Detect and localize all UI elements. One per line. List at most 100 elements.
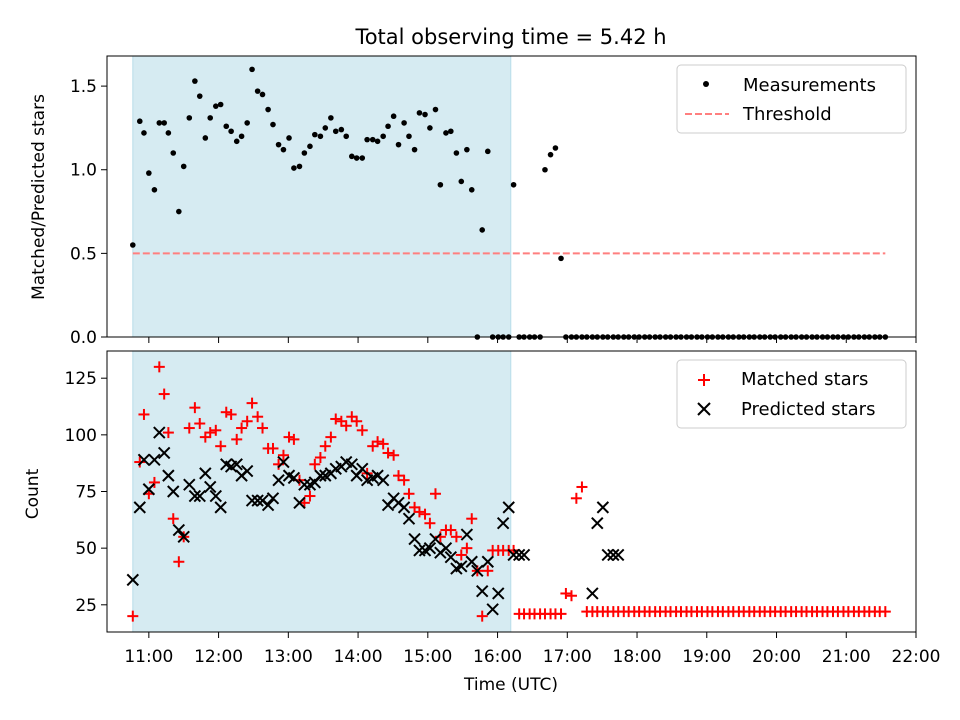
measurements-point xyxy=(275,141,282,148)
matched-stars-point xyxy=(277,449,289,461)
predicted-stars-point xyxy=(314,469,327,482)
predicted-stars-point xyxy=(345,458,358,471)
predicted-stars-point xyxy=(429,532,442,546)
measurements-point xyxy=(238,133,245,140)
matched-stars-point xyxy=(419,508,431,520)
x-tick-label: 18:00 xyxy=(613,647,662,667)
matched-stars-point xyxy=(304,490,316,502)
legend-matched-label: Matched stars xyxy=(741,369,868,390)
measurements-point xyxy=(270,121,276,128)
measurements-point xyxy=(130,242,136,248)
predicted-stars-point xyxy=(586,587,599,600)
matched-stars-point xyxy=(466,513,478,525)
predicted-stars-point xyxy=(460,528,474,541)
matched-stars-point xyxy=(127,610,139,622)
top-plot-frame xyxy=(106,55,917,338)
predicted-stars-point xyxy=(167,485,180,498)
predicted-stars-point xyxy=(287,471,301,485)
predicted-stars-point xyxy=(492,587,505,600)
measurements-point xyxy=(280,146,287,153)
measurements-point xyxy=(202,135,209,141)
predicted-stars-point xyxy=(397,501,411,514)
matched-stars-point xyxy=(246,397,258,409)
predicted-stars-point xyxy=(177,530,190,544)
measurements-point xyxy=(406,133,412,140)
matched-stars-point xyxy=(283,431,295,443)
predicted-stars-point xyxy=(444,551,458,564)
predicted-stars-point xyxy=(496,517,510,530)
measurements-point xyxy=(207,115,214,121)
matched-stars-point xyxy=(413,506,425,518)
predicted-stars-point xyxy=(455,560,468,573)
top-shaded-span xyxy=(132,55,512,338)
predicted-stars-point xyxy=(137,453,151,466)
top-panel: 0.0 0.5 1.0 1.5 Matched/Predicted stars Mea… xyxy=(29,55,917,348)
measurements-point xyxy=(301,150,308,156)
matched-stars-point xyxy=(138,408,150,420)
matched-stars-point xyxy=(382,447,394,459)
measurements-point xyxy=(510,181,517,188)
predicted-stars-point xyxy=(423,541,437,555)
predicted-stars-point xyxy=(471,564,484,578)
predicted-stars-point xyxy=(126,573,140,587)
top-y-tick-label: 0.0 xyxy=(70,328,97,348)
measurements-point xyxy=(422,111,428,118)
bottom-y-axis-label: Count xyxy=(23,468,43,519)
measurements-point xyxy=(228,128,234,135)
matched-stars-point xyxy=(356,424,368,436)
matched-stars-point xyxy=(424,517,436,529)
matched-stars-point xyxy=(565,590,577,602)
measurements-point xyxy=(558,255,564,262)
predicted-stars-point xyxy=(476,585,489,598)
measurements-point xyxy=(146,170,152,176)
measurements-point xyxy=(296,163,303,170)
bottom-y-tick-label: 75 xyxy=(75,483,97,503)
matched-stars-point xyxy=(148,476,160,488)
measurements-point xyxy=(307,143,313,150)
top-y-tick-label: 1.5 xyxy=(70,77,97,97)
predicted-stars-point xyxy=(591,517,604,530)
matched-stars-point xyxy=(194,418,206,430)
matched-stars-point xyxy=(231,433,243,445)
predicted-stars-point xyxy=(277,455,290,469)
measurements-point xyxy=(348,153,355,160)
matched-stars-point xyxy=(461,542,473,554)
matched-stars-point xyxy=(314,452,326,464)
bottom-axis-ticks: 25 50 75 100 125 11:00 12:00 13:00 14:00 15:00 16:… xyxy=(65,369,941,667)
measurements-point xyxy=(317,133,324,140)
measurements-point xyxy=(286,135,292,141)
measurements-point xyxy=(380,133,386,140)
measurements-point xyxy=(484,148,491,155)
x-tick-label: 12:00 xyxy=(194,647,243,667)
x-tick-label: 21:00 xyxy=(822,647,871,667)
matched-stars-point xyxy=(167,513,179,525)
matched-stars-point xyxy=(183,422,195,434)
predicted-stars-point xyxy=(507,548,520,562)
matched-stars-point xyxy=(288,433,300,445)
measurements-point xyxy=(212,103,219,109)
legend-predicted-marker xyxy=(697,402,711,416)
top-legend-box xyxy=(676,64,907,134)
x-axis-label: Time (UTC) xyxy=(463,675,558,695)
matched-stars-point xyxy=(215,440,227,452)
bottom-legend: Matched stars Predicted stars xyxy=(676,359,907,429)
matched-stars-point xyxy=(560,587,572,599)
predicted-stars-point xyxy=(172,523,186,537)
predicted-stars-point xyxy=(245,494,259,507)
matched-stars-point xyxy=(570,492,582,504)
measurements-point xyxy=(464,146,470,153)
measurements-point xyxy=(427,125,433,131)
measurements-point xyxy=(249,66,255,73)
matched-stars-point xyxy=(445,524,457,536)
matched-stars-point xyxy=(429,488,441,500)
measurements-point xyxy=(259,91,266,98)
predicted-stars-point xyxy=(601,548,614,562)
measurements-point xyxy=(196,93,203,99)
predicted-stars-point xyxy=(486,603,499,616)
predicted-stars-point xyxy=(502,501,515,514)
x-tick-label: 15:00 xyxy=(403,647,452,667)
predicted-stars-point xyxy=(293,496,306,510)
predicted-stars-point xyxy=(481,555,494,568)
measurements-point xyxy=(432,106,439,113)
